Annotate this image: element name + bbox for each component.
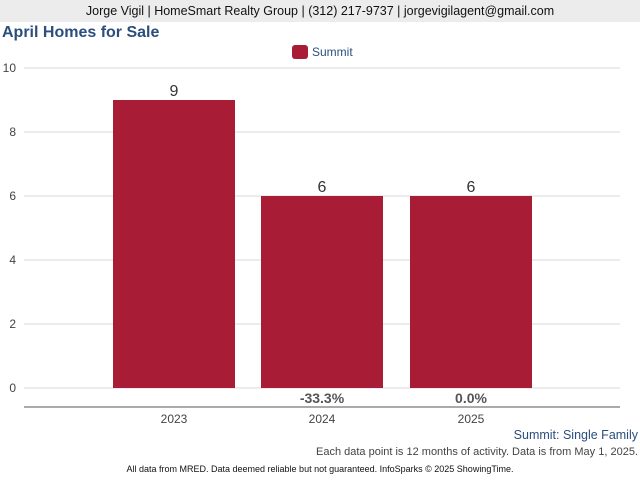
bars [113, 100, 532, 388]
legend-swatch [292, 45, 308, 59]
bar-chart: 0 2 4 6 8 10 9 2023 6 -33.3% 2024 6 0.0% 2025 [3, 61, 620, 426]
series-note: Summit: Single Family [513, 428, 638, 442]
x-tick-label: 2023 [161, 412, 188, 426]
legend[interactable]: Summit [292, 45, 353, 59]
x-tick-label: 2024 [309, 412, 336, 426]
y-tick-label: 4 [9, 253, 16, 267]
change-label: 0.0% [455, 390, 487, 406]
footer-disclaimer: All data from MRED. Data deemed reliable… [126, 464, 514, 474]
x-tick-label: 2025 [458, 412, 485, 426]
chart-title: April Homes for Sale [2, 24, 160, 41]
bar-value-label: 6 [467, 179, 476, 196]
data-note: Each data point is 12 months of activity… [315, 446, 638, 458]
legend-label: Summit [312, 45, 353, 59]
y-tick-label: 6 [9, 189, 16, 203]
y-tick-label: 0 [9, 381, 16, 395]
contact-header: Jorge Vigil | HomeSmart Realty Group | (… [0, 0, 640, 22]
bar-2023[interactable] [113, 100, 235, 388]
bar-value-label: 9 [170, 83, 179, 100]
y-tick-label: 8 [9, 125, 16, 139]
y-tick-label: 2 [9, 317, 16, 331]
y-tick-label: 10 [3, 61, 17, 75]
bar-2025[interactable] [410, 196, 532, 388]
bar-value-label: 6 [318, 179, 327, 196]
bar-2024[interactable] [261, 196, 383, 388]
labels: 0 2 4 6 8 10 9 2023 6 -33.3% 2024 6 0.0% 2025 [3, 61, 488, 426]
change-label: -33.3% [300, 390, 345, 406]
